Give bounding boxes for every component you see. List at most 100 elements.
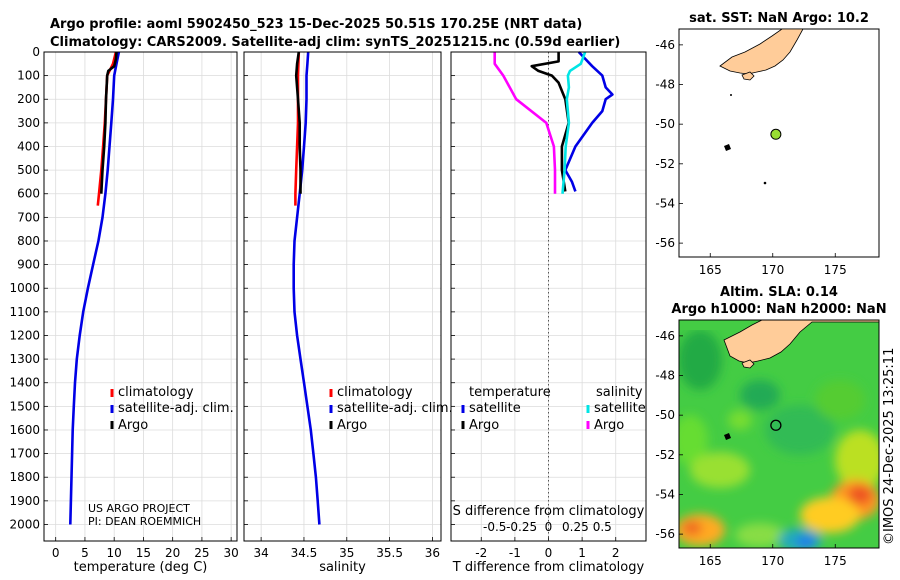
s-diff-tick-label: 0	[545, 520, 553, 534]
x-tick-label: 0	[545, 546, 553, 560]
salinity-legend: climatology satellite-adj. clim. Argo	[329, 385, 453, 433]
y-tick-label: 1900	[9, 494, 40, 508]
x-tick-label: 35.5	[376, 546, 403, 560]
sla-map-islet	[724, 433, 731, 440]
series-line-argo	[294, 51, 302, 194]
x-axis-label: T difference from climatology	[452, 560, 645, 575]
s-diff-tick-label: 0.25	[562, 520, 589, 534]
y-tick-label: 900	[17, 258, 40, 272]
series-line-climatology	[294, 51, 301, 206]
y-tick-label: 1400	[9, 376, 40, 390]
y-tick-label: 1600	[9, 423, 40, 437]
series-line-satellite-adj-clim-	[292, 51, 321, 525]
series-line-argo	[100, 51, 118, 194]
diff-legend-label-t-argo: Argo	[469, 418, 499, 433]
sla-map-argo-marker	[770, 419, 782, 431]
legend-label-climatology: climatology	[118, 385, 194, 400]
sst-map-islet	[730, 94, 732, 96]
s-diff-tick-label: -0.5	[483, 520, 506, 534]
series-line-s-argo	[493, 52, 557, 194]
map-y-tick-label: -56	[655, 236, 675, 250]
x-tick-label: 15	[136, 546, 151, 560]
y-tick-label: 600	[17, 187, 40, 201]
x-tick-label: 1	[578, 546, 586, 560]
y-tick-label: 1000	[9, 281, 40, 295]
x-tick-label: 36	[425, 546, 440, 560]
x-tick-label: 25	[194, 546, 209, 560]
map-x-tick-label: 175	[824, 554, 847, 568]
x-tick-label: 10	[107, 546, 122, 560]
figure-title-line2: Climatology: CARS2009. Satellite-adj cli…	[50, 35, 620, 50]
y-tick-label: 800	[17, 234, 40, 248]
legend-label-satellite-adj: satellite-adj. clim.	[118, 401, 234, 416]
sal-legend-label-climatology: climatology	[337, 385, 413, 400]
x-tick-label: -1	[509, 546, 521, 560]
y-tick-label: 400	[17, 139, 40, 153]
diff-legend-label-s-argo: Argo	[594, 418, 624, 433]
sst-map-argo-marker	[770, 128, 782, 140]
y-tick-label: 0	[32, 45, 40, 59]
sst-map-islet	[724, 144, 731, 151]
sla-map-title: Altim. SLA: 0.14	[720, 285, 838, 300]
x-tick-label: 2	[612, 546, 620, 560]
sal-legend-label-satellite-adj: satellite-adj. clim.	[337, 401, 453, 416]
sst-map-islet	[763, 181, 767, 185]
x-tick-label: 35	[339, 546, 354, 560]
x-tick-label: 34	[253, 546, 268, 560]
sla-map: Altim. SLA: 0.14 Argo h1000: NaN h2000: …	[655, 285, 886, 568]
y-tick-label: 1700	[9, 447, 40, 461]
map-x-tick-label: 165	[699, 263, 722, 277]
y-tick-label: 1800	[9, 470, 40, 484]
map-y-tick-label: -50	[655, 408, 675, 422]
sla-map-subtitle: Argo h1000: NaN h2000: NaN	[671, 302, 886, 317]
map-x-tick-label: 170	[761, 554, 784, 568]
s-diff-axis-label: S difference from climatology	[453, 504, 645, 519]
diff-legend-label-s-satellite: satellite	[594, 401, 646, 416]
sst-map: sat. SST: NaN Argo: 10.2 165 170 175 -46 -48…	[655, 11, 880, 277]
y-tick-label: 1200	[9, 328, 40, 342]
sla-field-blobs	[679, 330, 879, 548]
map-y-tick-label: -56	[655, 527, 675, 541]
map-y-tick-label: -54	[655, 487, 675, 501]
sla-map-frame	[678, 319, 880, 549]
map-y-tick-label: -46	[655, 329, 675, 343]
sst-map-axes: 165 170 175 -46 -48 -50 -52 -54 -56	[655, 38, 846, 277]
x-axis-label: salinity	[319, 560, 366, 575]
map-y-tick-label: -54	[655, 196, 675, 210]
sla-map-island	[741, 359, 755, 369]
series-line-s-satellite	[561, 51, 587, 194]
map-y-tick-label: -52	[655, 157, 675, 171]
sst-map-island	[741, 71, 755, 81]
map-y-tick-label: -52	[655, 448, 675, 462]
map-y-tick-label: -48	[655, 78, 675, 92]
map-x-tick-label: 170	[761, 263, 784, 277]
panel-frame	[43, 51, 238, 542]
sla-map-landmass	[723, 320, 879, 364]
x-axis-label: temperature (deg C)	[74, 560, 208, 575]
figure-title-line1: Argo profile: aoml 5902450_523 15-Dec-20…	[50, 17, 582, 32]
y-tick-label: 200	[17, 92, 40, 106]
x-tick-label: -2	[475, 546, 487, 560]
panel-frame	[450, 51, 647, 542]
temperature-panel: 0 5 10 15 20 25 300100200300400500600700800900…	[9, 45, 238, 575]
diff-legend-title-temperature: temperature	[469, 385, 551, 400]
salinity-panel: 34 34.5 35 35.5 36 salinity	[243, 51, 442, 575]
imos-watermark: ©IMOS 24-Dec-2025 13:25:11	[882, 348, 897, 545]
y-tick-label: 1100	[9, 305, 40, 319]
sst-map-title: sat. SST: NaN Argo: 10.2	[689, 11, 869, 26]
map-x-tick-label: 165	[699, 554, 722, 568]
x-tick-label: 34.5	[291, 546, 318, 560]
y-tick-label: 100	[17, 69, 40, 83]
x-tick-label: 0	[52, 546, 60, 560]
credit-project: US ARGO PROJECT	[88, 502, 190, 515]
map-x-tick-label: 175	[824, 263, 847, 277]
credit-pi: PI: DEAN ROEMMICH	[88, 515, 201, 528]
map-y-tick-label: -46	[655, 38, 675, 52]
x-tick-label: 5	[81, 546, 89, 560]
y-tick-label: 500	[17, 163, 40, 177]
s-diff-tick-label: 0.5	[593, 520, 612, 534]
y-tick-label: 2000	[9, 517, 40, 531]
diff-legend-title-salinity: salinity	[596, 385, 643, 400]
sal-legend-label-argo: Argo	[337, 418, 367, 433]
